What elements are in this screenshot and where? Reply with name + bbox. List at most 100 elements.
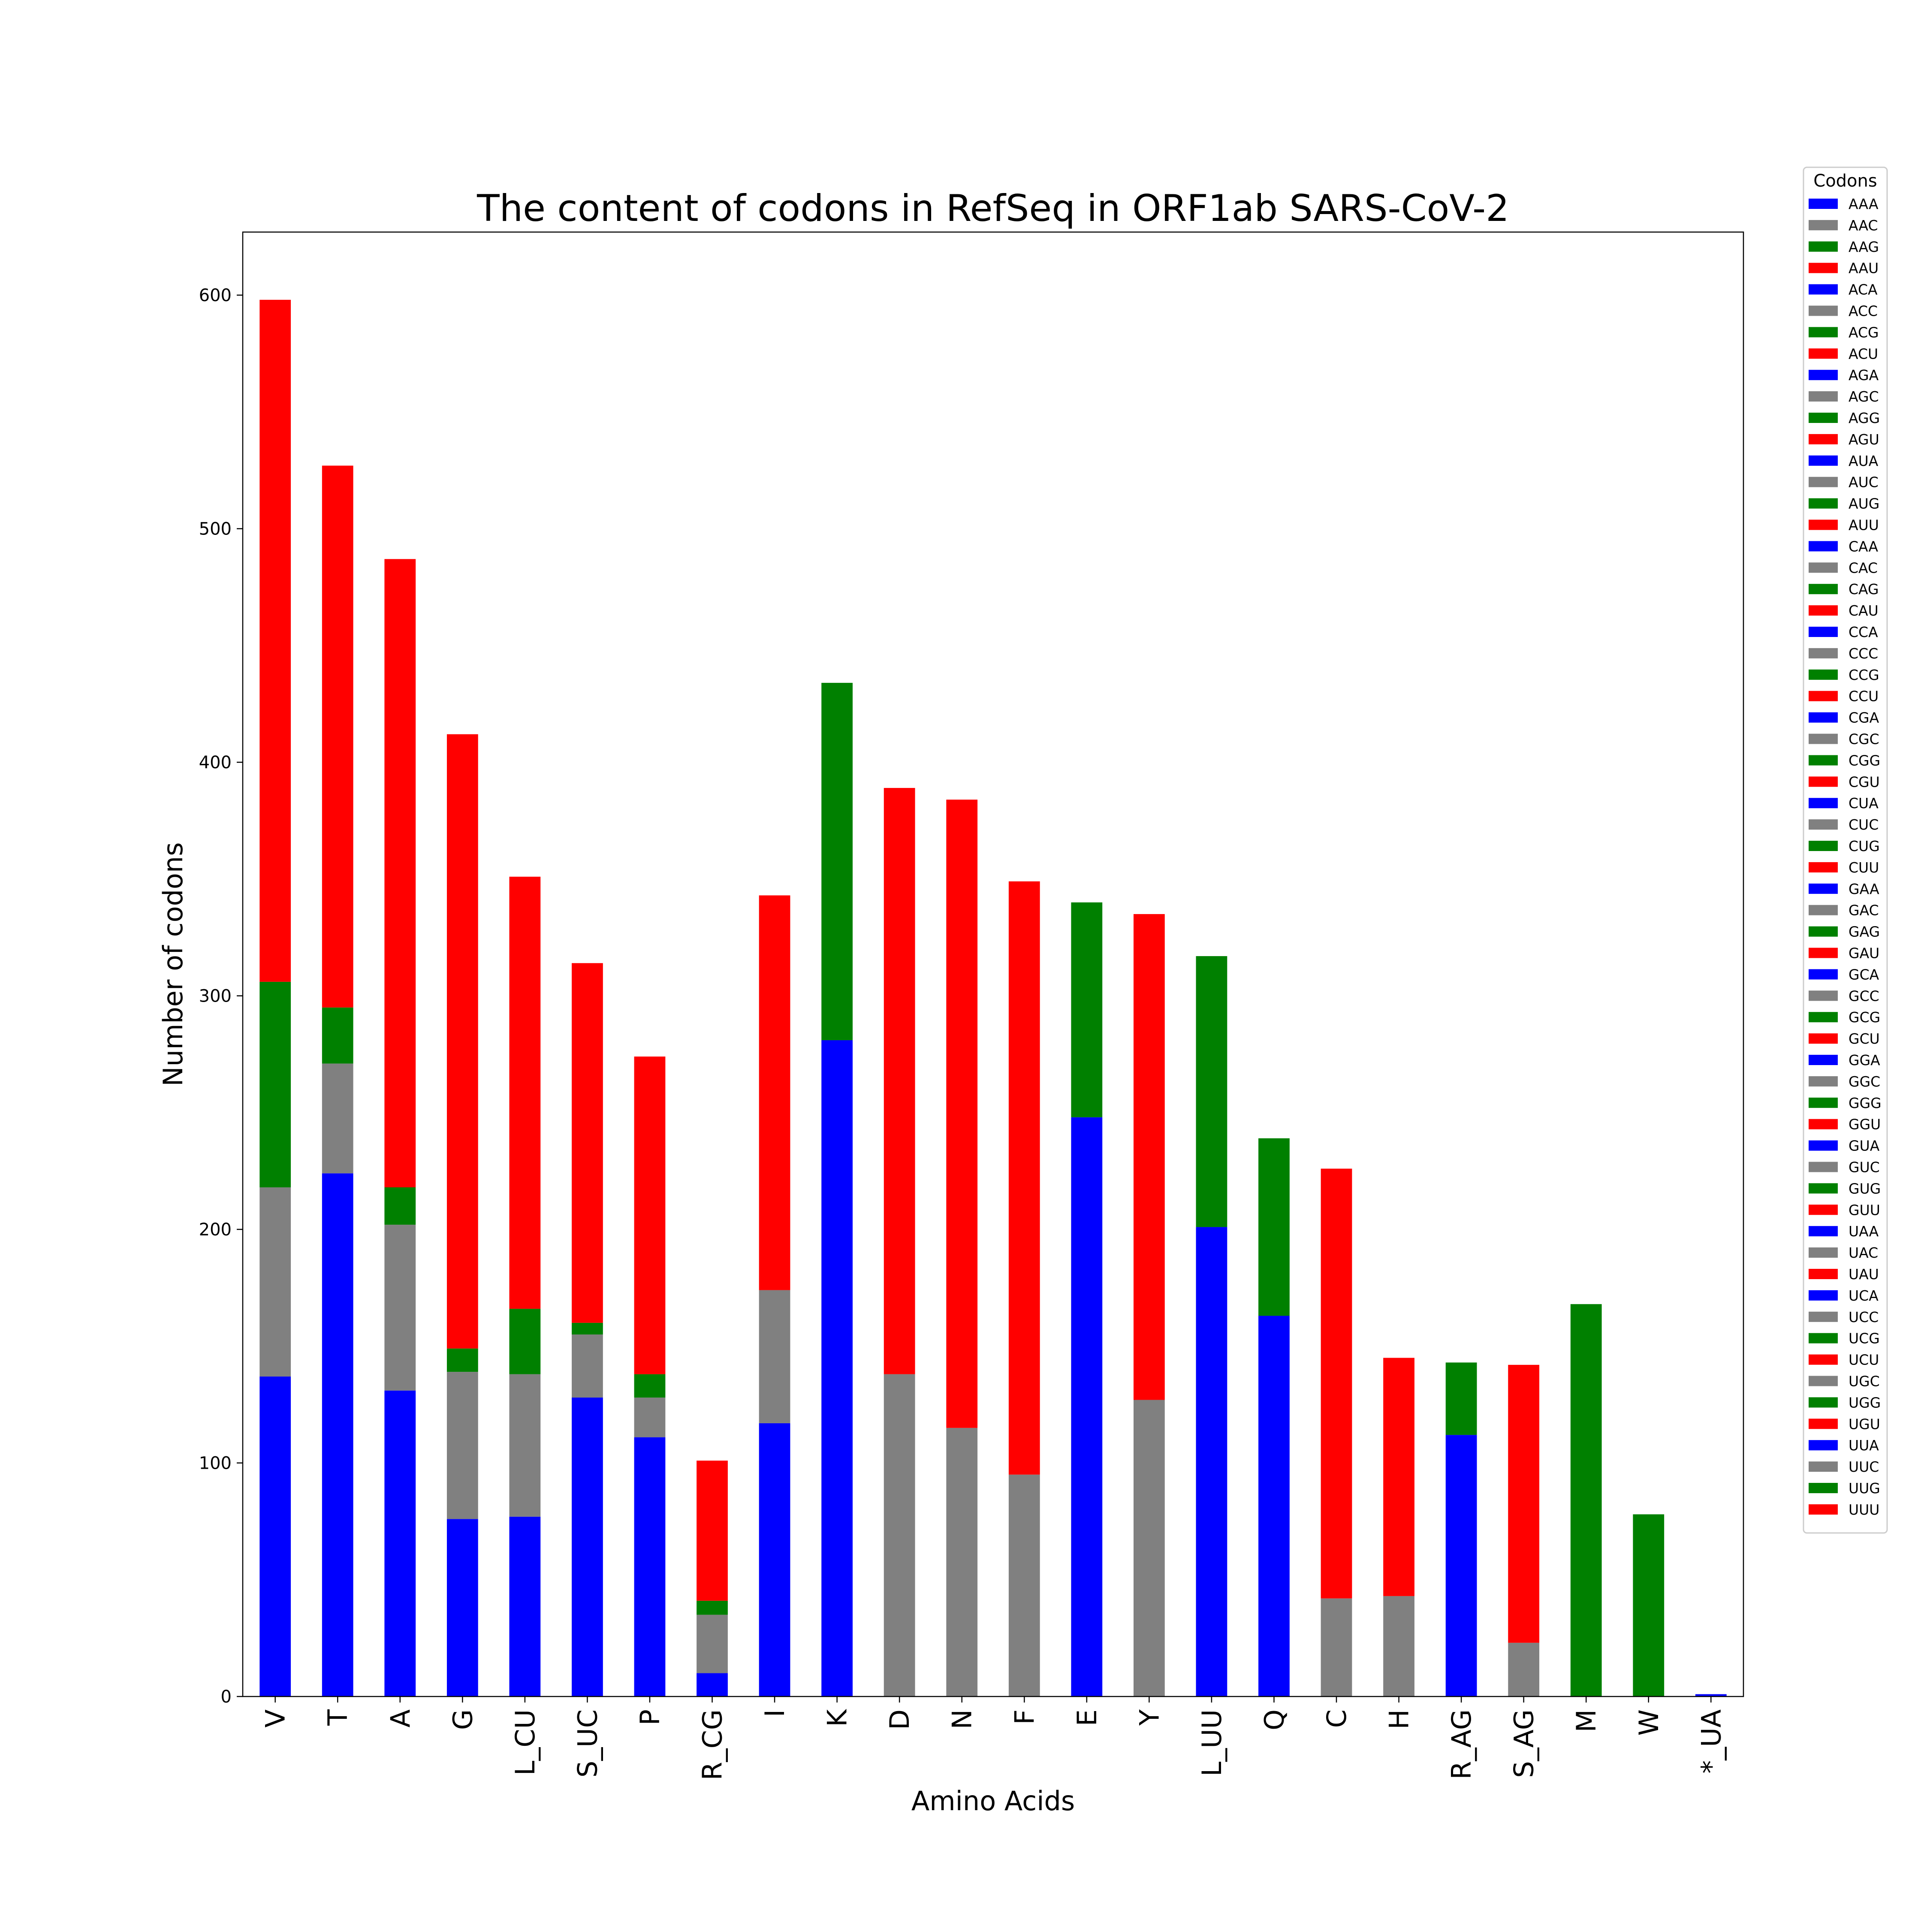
bar-segment-P-CCG (634, 1374, 666, 1398)
x-tick-label: E (1071, 1709, 1103, 1726)
bar-H (1383, 1358, 1414, 1697)
bar-segment-G-GGA (446, 1519, 478, 1697)
legend-item-GUG: GUG (1809, 1180, 1881, 1197)
legend-swatch (1809, 990, 1838, 1001)
legend-item-UUG: UUG (1809, 1480, 1880, 1497)
x-tick-label: W (1633, 1709, 1665, 1736)
legend-label: UUC (1849, 1458, 1879, 1475)
legend-label: GGA (1849, 1052, 1880, 1069)
bar-E (1071, 902, 1103, 1697)
legend-swatch (1809, 220, 1838, 230)
plot-frame (242, 231, 1744, 1697)
y-tick-label: 300 (199, 987, 232, 1006)
bar-segment-N-AAU (946, 800, 978, 1428)
legend-label: CAU (1849, 602, 1879, 619)
bar-G (446, 734, 478, 1697)
legend-label: GAG (1849, 924, 1880, 940)
chart-title: The content of codons in RefSeq in ORF1a… (476, 187, 1509, 230)
legend-swatch (1809, 327, 1838, 338)
bar-segment-S_AG-AGU (1508, 1364, 1540, 1643)
legend-label: CGC (1849, 731, 1879, 748)
bar-W (1633, 1514, 1665, 1697)
legend-item-UAC: UAC (1809, 1244, 1878, 1261)
legend-swatch (1809, 1247, 1838, 1258)
bar-segment-E-GAA (1071, 1117, 1103, 1697)
y-tick-label: 100 (199, 1454, 232, 1473)
y-axis-label: Number of codons (157, 842, 189, 1086)
y-tick-label: 0 (221, 1687, 232, 1707)
legend-swatch (1809, 413, 1838, 423)
x-tick-label: G (447, 1709, 478, 1730)
legend-item-CAG: CAG (1809, 581, 1879, 598)
legend-item-GAA: GAA (1809, 881, 1879, 897)
legend-swatch (1809, 1354, 1838, 1365)
legend-swatch (1809, 241, 1838, 252)
legend-item-UCA: UCA (1809, 1287, 1879, 1304)
legend-item-CUA: CUA (1809, 795, 1879, 812)
bar-N (946, 800, 978, 1697)
legend-swatch (1809, 519, 1838, 530)
bar-segment-D-GAU (884, 788, 915, 1374)
legend-label: AAC (1849, 217, 1878, 234)
legend-item-CAA: CAA (1809, 538, 1879, 555)
bar-segment-S_UC-UCC (572, 1334, 603, 1398)
legend-label: CGA (1849, 709, 1879, 726)
bar-segment-R_CG-CGA (697, 1673, 728, 1697)
legend-item-AGA: AGA (1809, 367, 1879, 383)
legend-label: GCA (1849, 966, 1879, 983)
bar-segment-R_AG-AGA (1445, 1435, 1477, 1697)
legend-label: AGC (1849, 388, 1879, 405)
legend-label: UUG (1849, 1480, 1880, 1497)
bar-segment-V-GUU (259, 299, 291, 982)
legend-swatch (1809, 1311, 1838, 1322)
legend-item-GGC: GGC (1809, 1073, 1880, 1090)
bar-Q (1258, 1138, 1290, 1697)
legend-swatch (1809, 1076, 1838, 1087)
bar-L_UU (1196, 956, 1227, 1697)
bar-segment-L_CU-CUU (509, 876, 541, 1309)
legend-item-CAC: CAC (1809, 559, 1878, 576)
legend-swatch (1809, 263, 1838, 273)
legend-item-CCC: CCC (1809, 645, 1878, 662)
legend-label: GGG (1849, 1095, 1882, 1111)
legend-label: AUU (1849, 517, 1879, 534)
legend-swatch (1809, 434, 1838, 444)
bar-segment-A-GCC (384, 1225, 416, 1391)
legend-swatch (1809, 1204, 1838, 1215)
x-tick-label: S_AG (1508, 1709, 1540, 1778)
legend-swatch (1809, 284, 1838, 295)
legend-swatch (1809, 1119, 1838, 1129)
legend-swatch (1809, 1376, 1838, 1386)
legend-label: UCU (1849, 1352, 1879, 1368)
legend-swatch (1809, 1226, 1838, 1237)
legend-item-CUU: CUU (1809, 859, 1879, 876)
legend-swatch (1809, 1333, 1838, 1343)
x-tick-label: F (1009, 1709, 1040, 1725)
legend-label: CGU (1849, 773, 1880, 790)
legend-label: GUA (1849, 1138, 1880, 1154)
legend-label: GAC (1849, 902, 1879, 919)
legend-label: CCG (1849, 667, 1879, 683)
bar-S_AG (1508, 1364, 1540, 1697)
legend-item-GUA: GUA (1809, 1138, 1880, 1154)
bar-segment-P-CCU (634, 1057, 666, 1374)
y-axis: 0 100 200 300 400 500 600 (199, 286, 243, 1707)
legend-swatch (1809, 1269, 1838, 1279)
legend-swatch (1809, 1504, 1838, 1515)
x-tick-label: D (884, 1709, 915, 1730)
bar-segment-P-CCA (634, 1437, 666, 1697)
x-tick-label: V (260, 1709, 291, 1727)
legend-item-GCA: GCA (1809, 966, 1879, 983)
legend-swatch (1809, 199, 1838, 209)
legend-item-CGG: CGG (1809, 752, 1880, 769)
legend-label: ACC (1849, 303, 1878, 320)
legend-item-GCU: GCU (1809, 1030, 1880, 1047)
legend-swatch (1809, 1033, 1838, 1044)
legend-item-GUC: GUC (1809, 1159, 1880, 1176)
legend-item-GGG: GGG (1809, 1095, 1882, 1111)
bar-segment-Q-CAA (1258, 1316, 1290, 1697)
bar-segment-I-AUU (759, 895, 790, 1290)
bar-segment-I-AUA (759, 1423, 790, 1697)
x-tick-label: Q (1258, 1709, 1290, 1730)
